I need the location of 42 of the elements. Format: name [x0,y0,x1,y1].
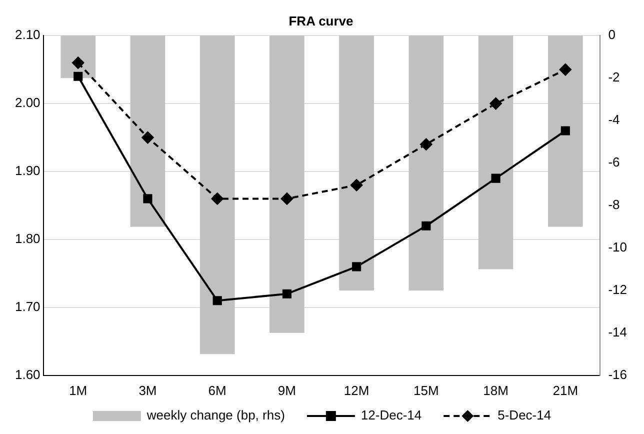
legend-label: weekly change (bp, rhs) [146,408,285,423]
legend-label: 12-Dec-14 [360,408,422,423]
point [490,98,502,110]
y2-tick-label: -2 [608,70,620,85]
x-tick-label: 21M [552,382,578,398]
y2-tick-label: -14 [608,324,628,340]
x-tick-label: 15M [414,382,439,398]
point [211,192,224,205]
point [350,179,363,192]
point [559,64,572,76]
point [282,289,292,298]
point [422,221,431,230]
y-tick-label: 1.80 [14,231,40,246]
y2-tick-label: -6 [608,154,620,170]
y2-tick-label: 0 [608,27,616,42]
x-tick-label: 3M [138,382,157,398]
y2-tick-label: -16 [608,366,628,382]
y-tick-label: 1.90 [14,163,40,178]
x-tick-label: 6M [208,382,226,398]
point [491,174,500,183]
x-tick-label: 12M [344,382,370,398]
chart-title: FRA curve [288,13,354,28]
x-tick-label: 1M [69,382,88,398]
legend-label: 5-Dec-14 [498,408,552,423]
y2-tick-label: -8 [608,197,620,212]
y2-tick-label: -10 [608,240,628,255]
point [74,72,83,81]
point [560,126,570,136]
point [143,194,152,204]
point [212,296,222,306]
x-tick-label: 18M [483,382,508,398]
y-tick-label: 2.10 [14,27,40,42]
point [280,192,293,205]
y-tick-label: 1.60 [14,366,40,382]
y-tick-label: 1.70 [14,299,40,314]
point [420,138,432,150]
point [352,262,362,272]
y2-tick-label: -4 [608,112,620,128]
x-tick-label: 9M [278,382,296,398]
y-tick-label: 2.00 [14,95,40,110]
y2-tick-label: -12 [608,282,628,298]
point [142,132,154,144]
